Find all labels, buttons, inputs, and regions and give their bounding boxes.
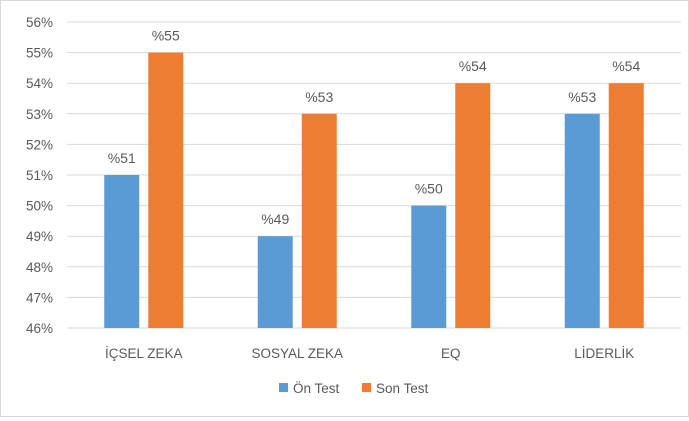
x-tick-label: EQ	[441, 346, 461, 361]
y-tick-label: 54%	[26, 76, 53, 91]
data-label: %51	[108, 150, 136, 166]
data-label: %53	[305, 89, 333, 105]
bar-son-test	[301, 113, 337, 328]
y-axis-ticks: 46% 47% 48% 49% 50% 51% 52% 53% 54% 55% 56%	[26, 15, 53, 336]
bar-son-test	[148, 52, 184, 328]
bar-on-test	[411, 205, 447, 328]
legend-label: Ön Test	[293, 381, 340, 396]
y-tick-label: 52%	[26, 137, 53, 152]
x-tick-label: SOSYAL ZEKA	[251, 346, 343, 361]
y-tick-label: 49%	[26, 229, 53, 244]
bar-son-test	[608, 83, 644, 328]
data-label: %55	[152, 28, 180, 44]
data-label: %54	[612, 58, 640, 74]
y-tick-label: 51%	[26, 168, 53, 183]
legend-swatch	[279, 383, 288, 392]
bar-son-test	[455, 83, 491, 328]
bar-on-test	[564, 113, 600, 328]
y-tick-label: 48%	[26, 260, 53, 275]
y-tick-label: 53%	[26, 107, 53, 122]
y-tick-label: 56%	[26, 15, 53, 30]
legend-swatch	[362, 383, 371, 392]
data-labels: %51 %55 %49 %53 %50 %54 %53 %54	[108, 28, 641, 228]
y-tick-label: 55%	[26, 46, 53, 61]
bar-on-test	[257, 236, 293, 328]
legend: Ön Test Son Test	[279, 381, 429, 396]
y-tick-label: 47%	[26, 290, 53, 305]
data-label: %54	[459, 58, 487, 74]
x-tick-label: İÇSEL ZEKA	[105, 346, 183, 361]
bar-on-test	[104, 175, 140, 328]
data-label: %53	[568, 89, 596, 105]
legend-label: Son Test	[376, 381, 429, 396]
x-axis-ticks: İÇSEL ZEKA SOSYAL ZEKA EQ LİDERLİK	[105, 346, 634, 361]
data-label: %49	[261, 211, 289, 227]
data-label: %50	[415, 181, 443, 197]
bars	[104, 52, 644, 328]
y-tick-label: 46%	[26, 321, 53, 336]
x-tick-label: LİDERLİK	[574, 346, 634, 361]
y-tick-label: 50%	[26, 199, 53, 214]
